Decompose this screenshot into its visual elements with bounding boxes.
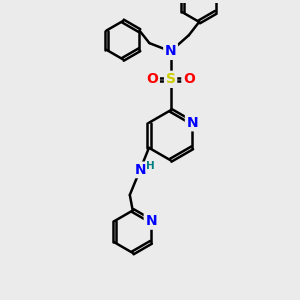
Text: N: N — [134, 163, 146, 177]
Text: O: O — [146, 72, 158, 86]
Text: S: S — [166, 72, 176, 86]
Text: N: N — [165, 44, 176, 58]
Text: N: N — [145, 214, 157, 228]
Text: H: H — [146, 161, 155, 171]
Text: N: N — [187, 116, 198, 130]
Text: O: O — [183, 72, 195, 86]
